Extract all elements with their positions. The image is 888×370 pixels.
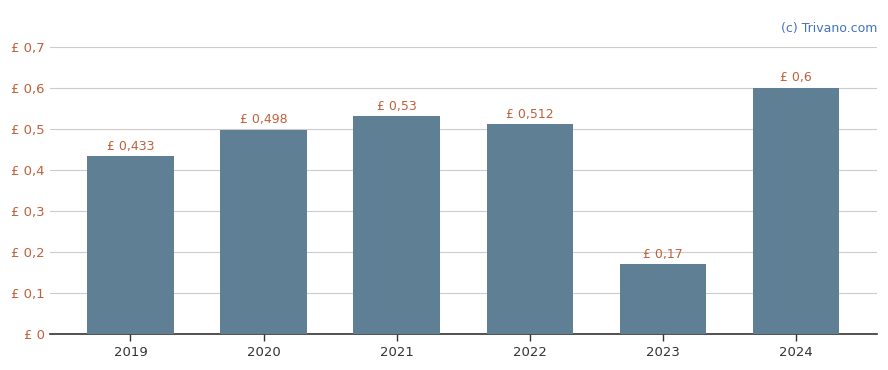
Bar	[620, 264, 706, 334]
Text: £ 0,512: £ 0,512	[506, 108, 553, 121]
Bar	[487, 124, 573, 334]
Text: £ 0,53: £ 0,53	[377, 100, 416, 113]
Bar	[87, 156, 174, 334]
Text: £ 0,498: £ 0,498	[240, 113, 288, 126]
Bar	[220, 130, 307, 334]
Text: £ 0,433: £ 0,433	[107, 140, 155, 153]
Text: £ 0,17: £ 0,17	[643, 248, 683, 261]
Bar	[353, 117, 440, 334]
Text: £ 0,6: £ 0,6	[781, 71, 812, 84]
Text: (c) Trivano.com: (c) Trivano.com	[781, 22, 876, 35]
Bar	[753, 88, 839, 334]
